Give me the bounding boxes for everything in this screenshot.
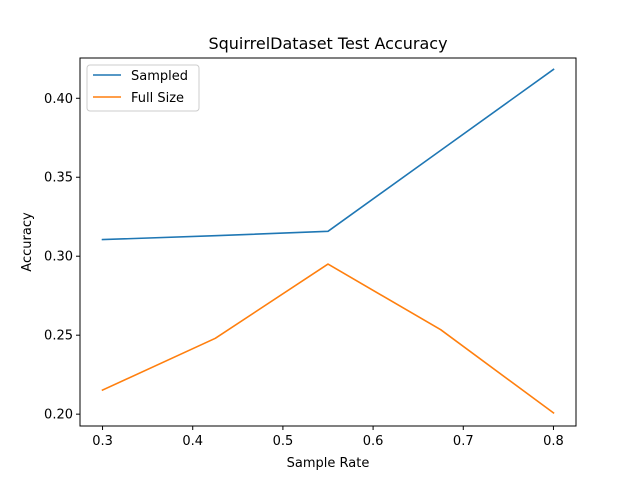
x-axis: 0.3 0.4 0.5 0.6 0.7 0.8 bbox=[92, 426, 564, 449]
y-axis-title: Accuracy bbox=[20, 212, 35, 272]
series-line-full-size bbox=[101, 263, 555, 415]
y-axis: 0.20 0.25 0.30 0.35 0.40 bbox=[44, 92, 80, 423]
y-tick-label: 0.30 bbox=[44, 250, 73, 265]
series-layer bbox=[101, 68, 555, 415]
x-tick-label: 0.4 bbox=[182, 434, 203, 449]
y-tick-label: 0.20 bbox=[44, 408, 73, 423]
x-tick-label: 0.3 bbox=[92, 434, 113, 449]
x-tick-label: 0.5 bbox=[273, 434, 294, 449]
x-tick-label: 0.8 bbox=[543, 434, 564, 449]
legend: Sampled Full Size bbox=[86, 64, 200, 112]
y-tick-label: 0.35 bbox=[44, 171, 73, 186]
y-tick-label: 0.40 bbox=[44, 92, 73, 107]
legend-label: Full Size bbox=[131, 91, 184, 106]
x-axis-title: Sample Rate bbox=[287, 456, 370, 471]
y-tick-label: 0.25 bbox=[44, 329, 73, 344]
x-tick-label: 0.6 bbox=[363, 434, 384, 449]
x-tick-label: 0.7 bbox=[453, 434, 474, 449]
plot-frame bbox=[79, 57, 577, 427]
legend-box bbox=[86, 64, 200, 112]
legend-label: Sampled bbox=[131, 69, 188, 84]
chart-title: SquirrelDataset Test Accuracy bbox=[208, 34, 447, 53]
